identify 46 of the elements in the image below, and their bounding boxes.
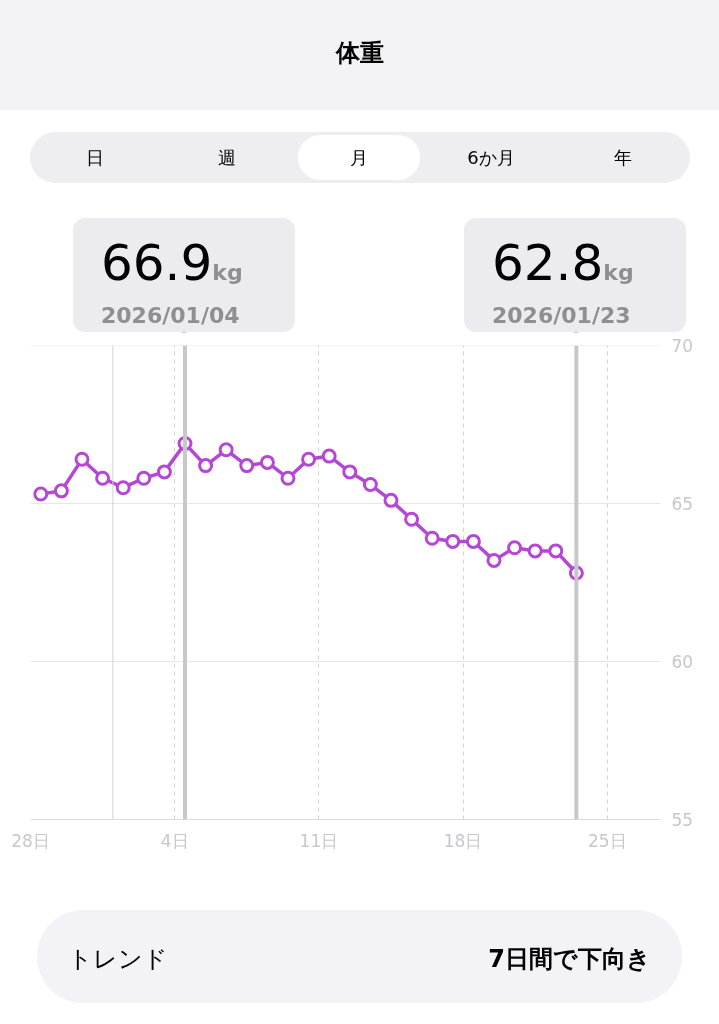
- point: [74, 451, 90, 467]
- text: 6か月: [466, 146, 516, 170]
- point: [259, 454, 275, 470]
- point: [321, 448, 337, 464]
- point: [33, 486, 49, 502]
- point: [383, 492, 399, 508]
- point: [156, 464, 172, 480]
- text: 日: [85, 146, 105, 170]
- x-tick-label: 11日: [299, 830, 339, 851]
- text: 年: [613, 146, 633, 170]
- point: [115, 480, 131, 496]
- ref-line-label: 62.8kg: [492, 233, 634, 294]
- point: [53, 483, 69, 499]
- text: 月: [349, 146, 369, 170]
- text: 週: [217, 146, 237, 170]
- y-tick-label: 60: [671, 652, 694, 672]
- text: 2026/01/23: [492, 302, 631, 330]
- point: [486, 552, 502, 568]
- x-tick-label: 4日: [160, 830, 189, 851]
- y-tick-label: 65: [671, 494, 694, 514]
- chart-title: 体重: [334, 38, 385, 69]
- point: [136, 470, 152, 486]
- point: [507, 540, 523, 556]
- point: [424, 530, 440, 546]
- point: [548, 543, 564, 559]
- ref-line-label: 66.9kg: [101, 233, 243, 294]
- point: [465, 533, 481, 549]
- x-tick-label: 18日: [443, 830, 483, 851]
- point: [280, 470, 296, 486]
- x-tick-label: 28日: [11, 830, 50, 851]
- y-tick-label: 55: [671, 810, 694, 830]
- point: [95, 470, 111, 486]
- point: [362, 477, 378, 493]
- point: [404, 511, 420, 527]
- point: [239, 458, 255, 474]
- y-tick-label: 70: [671, 336, 694, 356]
- text: トレンド: [68, 944, 168, 975]
- point: [301, 451, 317, 467]
- point: [198, 458, 214, 474]
- point: [527, 543, 543, 559]
- text: 2026/01/04: [101, 302, 240, 330]
- x-tick-label: 25日: [587, 830, 627, 851]
- text: 7日間で下向き: [488, 944, 651, 975]
- point: [445, 533, 461, 549]
- point: [218, 442, 234, 458]
- point: [342, 464, 358, 480]
